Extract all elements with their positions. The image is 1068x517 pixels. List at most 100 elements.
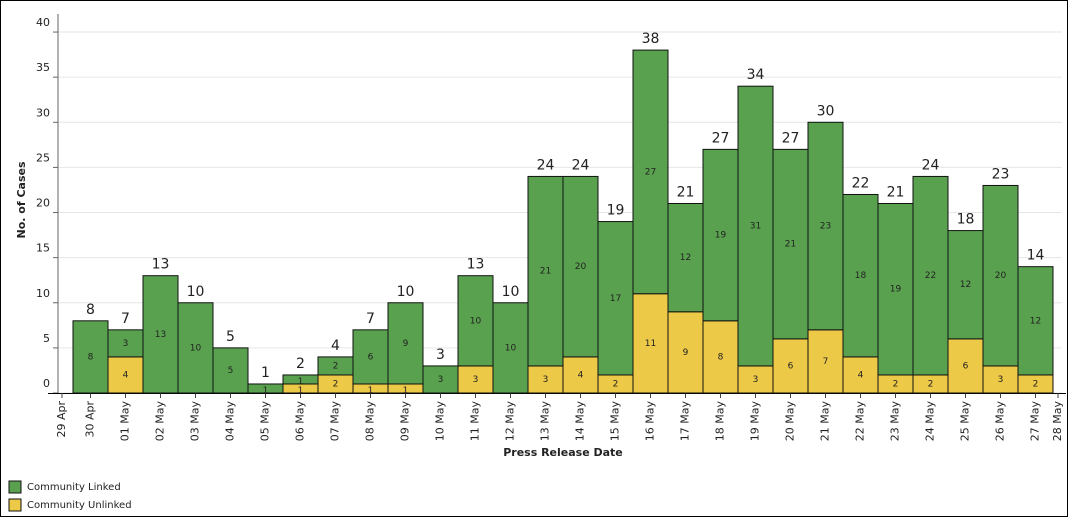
segment-label: 2 bbox=[333, 361, 339, 371]
x-tick-label: 13 May bbox=[539, 401, 552, 442]
segment-label: 2 bbox=[613, 379, 619, 389]
x-tick-label: 10 May bbox=[434, 401, 447, 442]
segment-label: 3 bbox=[543, 375, 549, 385]
y-tick-label: 5 bbox=[43, 332, 50, 345]
bar-segment bbox=[352, 329, 389, 385]
bar-segment bbox=[177, 302, 214, 394]
total-label: 5 bbox=[226, 329, 235, 345]
segment-label: 20 bbox=[995, 271, 1007, 281]
x-tick-label: 14 May bbox=[574, 401, 587, 442]
segment-label: 4 bbox=[123, 370, 129, 380]
total-label: 8 bbox=[86, 302, 95, 318]
x-tick-label: 11 May bbox=[469, 401, 482, 442]
total-label: 38 bbox=[642, 31, 660, 47]
segment-label: 23 bbox=[820, 222, 831, 232]
total-label: 24 bbox=[572, 157, 590, 173]
bar-segment bbox=[632, 49, 669, 295]
segment-label: 8 bbox=[718, 352, 724, 362]
segment-label: 6 bbox=[963, 361, 969, 371]
y-tick-label: 25 bbox=[36, 151, 50, 164]
segment-label: 10 bbox=[470, 316, 482, 326]
y-tick-label: 35 bbox=[36, 61, 50, 74]
x-tick-label: 21 May bbox=[819, 401, 832, 442]
x-tick-label: 25 May bbox=[959, 401, 972, 442]
segment-label: 17 bbox=[610, 294, 621, 304]
segment-label: 2 bbox=[333, 379, 339, 389]
segment-label: 10 bbox=[505, 343, 517, 353]
total-label: 10 bbox=[502, 284, 520, 300]
total-label: 7 bbox=[366, 311, 375, 327]
segment-label: 9 bbox=[403, 339, 409, 349]
segment-label: 3 bbox=[753, 375, 759, 385]
x-tick-label: 22 May bbox=[854, 401, 867, 442]
total-label: 10 bbox=[187, 284, 205, 300]
bar-segment bbox=[632, 293, 669, 394]
x-tick-label: 16 May bbox=[644, 401, 657, 442]
y-tick-label: 30 bbox=[36, 106, 50, 119]
segment-label: 22 bbox=[925, 271, 936, 281]
bar-segment bbox=[807, 121, 844, 331]
segment-label: 10 bbox=[190, 343, 202, 353]
x-tick-label: 05 May bbox=[259, 401, 272, 442]
bar-segment bbox=[877, 203, 914, 376]
x-tick-label: 29 Apr bbox=[55, 401, 68, 438]
segment-label: 1 bbox=[403, 386, 409, 396]
bar-segment bbox=[387, 302, 424, 385]
total-label: 30 bbox=[817, 103, 835, 119]
x-axis-title: Press Release Date bbox=[503, 446, 623, 459]
x-tick-label: 28 May bbox=[1051, 401, 1064, 442]
total-label: 34 bbox=[747, 67, 765, 83]
segment-label: 1 bbox=[298, 386, 304, 396]
x-tick-label: 09 May bbox=[399, 401, 412, 442]
bar-segment bbox=[912, 175, 949, 376]
total-label: 24 bbox=[537, 157, 555, 173]
bar-segment bbox=[492, 302, 529, 394]
bar-segment bbox=[737, 365, 774, 394]
segment-label: 3 bbox=[123, 339, 129, 349]
x-tick-label: 17 May bbox=[679, 401, 692, 442]
segment-label: 3 bbox=[998, 375, 1004, 385]
x-tick-label: 20 May bbox=[784, 401, 797, 442]
bar-segment bbox=[667, 203, 704, 313]
total-label: 2 bbox=[296, 356, 305, 372]
x-tick-label: 30 Apr bbox=[84, 401, 97, 438]
segment-label: 2 bbox=[1033, 379, 1039, 389]
segment-label: 19 bbox=[890, 285, 902, 295]
x-tick-label: 02 May bbox=[154, 401, 167, 442]
segment-label: 18 bbox=[855, 271, 867, 281]
bar-segment bbox=[982, 184, 1019, 367]
y-axis-title: No. of Cases bbox=[15, 161, 28, 238]
segment-label: 1 bbox=[298, 377, 304, 387]
segment-label: 9 bbox=[683, 348, 689, 358]
bar-segment bbox=[72, 320, 109, 394]
total-label: 4 bbox=[331, 338, 340, 354]
total-label: 18 bbox=[957, 212, 975, 228]
total-label: 27 bbox=[782, 130, 800, 146]
total-label: 21 bbox=[887, 185, 905, 201]
x-tick-label: 24 May bbox=[924, 401, 937, 442]
x-tick-label: 07 May bbox=[329, 401, 342, 442]
total-label: 7 bbox=[121, 311, 130, 327]
segment-label: 4 bbox=[578, 370, 584, 380]
bar-segment bbox=[772, 148, 809, 340]
segment-label: 12 bbox=[680, 253, 691, 263]
x-tick-label: 08 May bbox=[364, 401, 377, 442]
total-label: 23 bbox=[992, 166, 1010, 182]
segment-label: 5 bbox=[228, 366, 234, 376]
bar-segment bbox=[947, 230, 984, 340]
segment-label: 6 bbox=[788, 361, 794, 371]
total-label: 27 bbox=[712, 130, 730, 146]
segment-label: 12 bbox=[960, 280, 971, 290]
x-tick-label: 18 May bbox=[714, 401, 727, 442]
total-label: 13 bbox=[152, 257, 170, 273]
segment-label: 1 bbox=[263, 386, 269, 396]
bar-segment bbox=[1017, 266, 1054, 376]
total-label: 22 bbox=[852, 175, 870, 191]
bar-segment bbox=[737, 85, 774, 367]
bar-segment bbox=[947, 338, 984, 394]
total-label: 14 bbox=[1027, 248, 1045, 264]
bar-segment bbox=[212, 347, 249, 394]
total-label: 19 bbox=[607, 203, 625, 219]
legend-label: Community Unlinked bbox=[27, 500, 132, 511]
